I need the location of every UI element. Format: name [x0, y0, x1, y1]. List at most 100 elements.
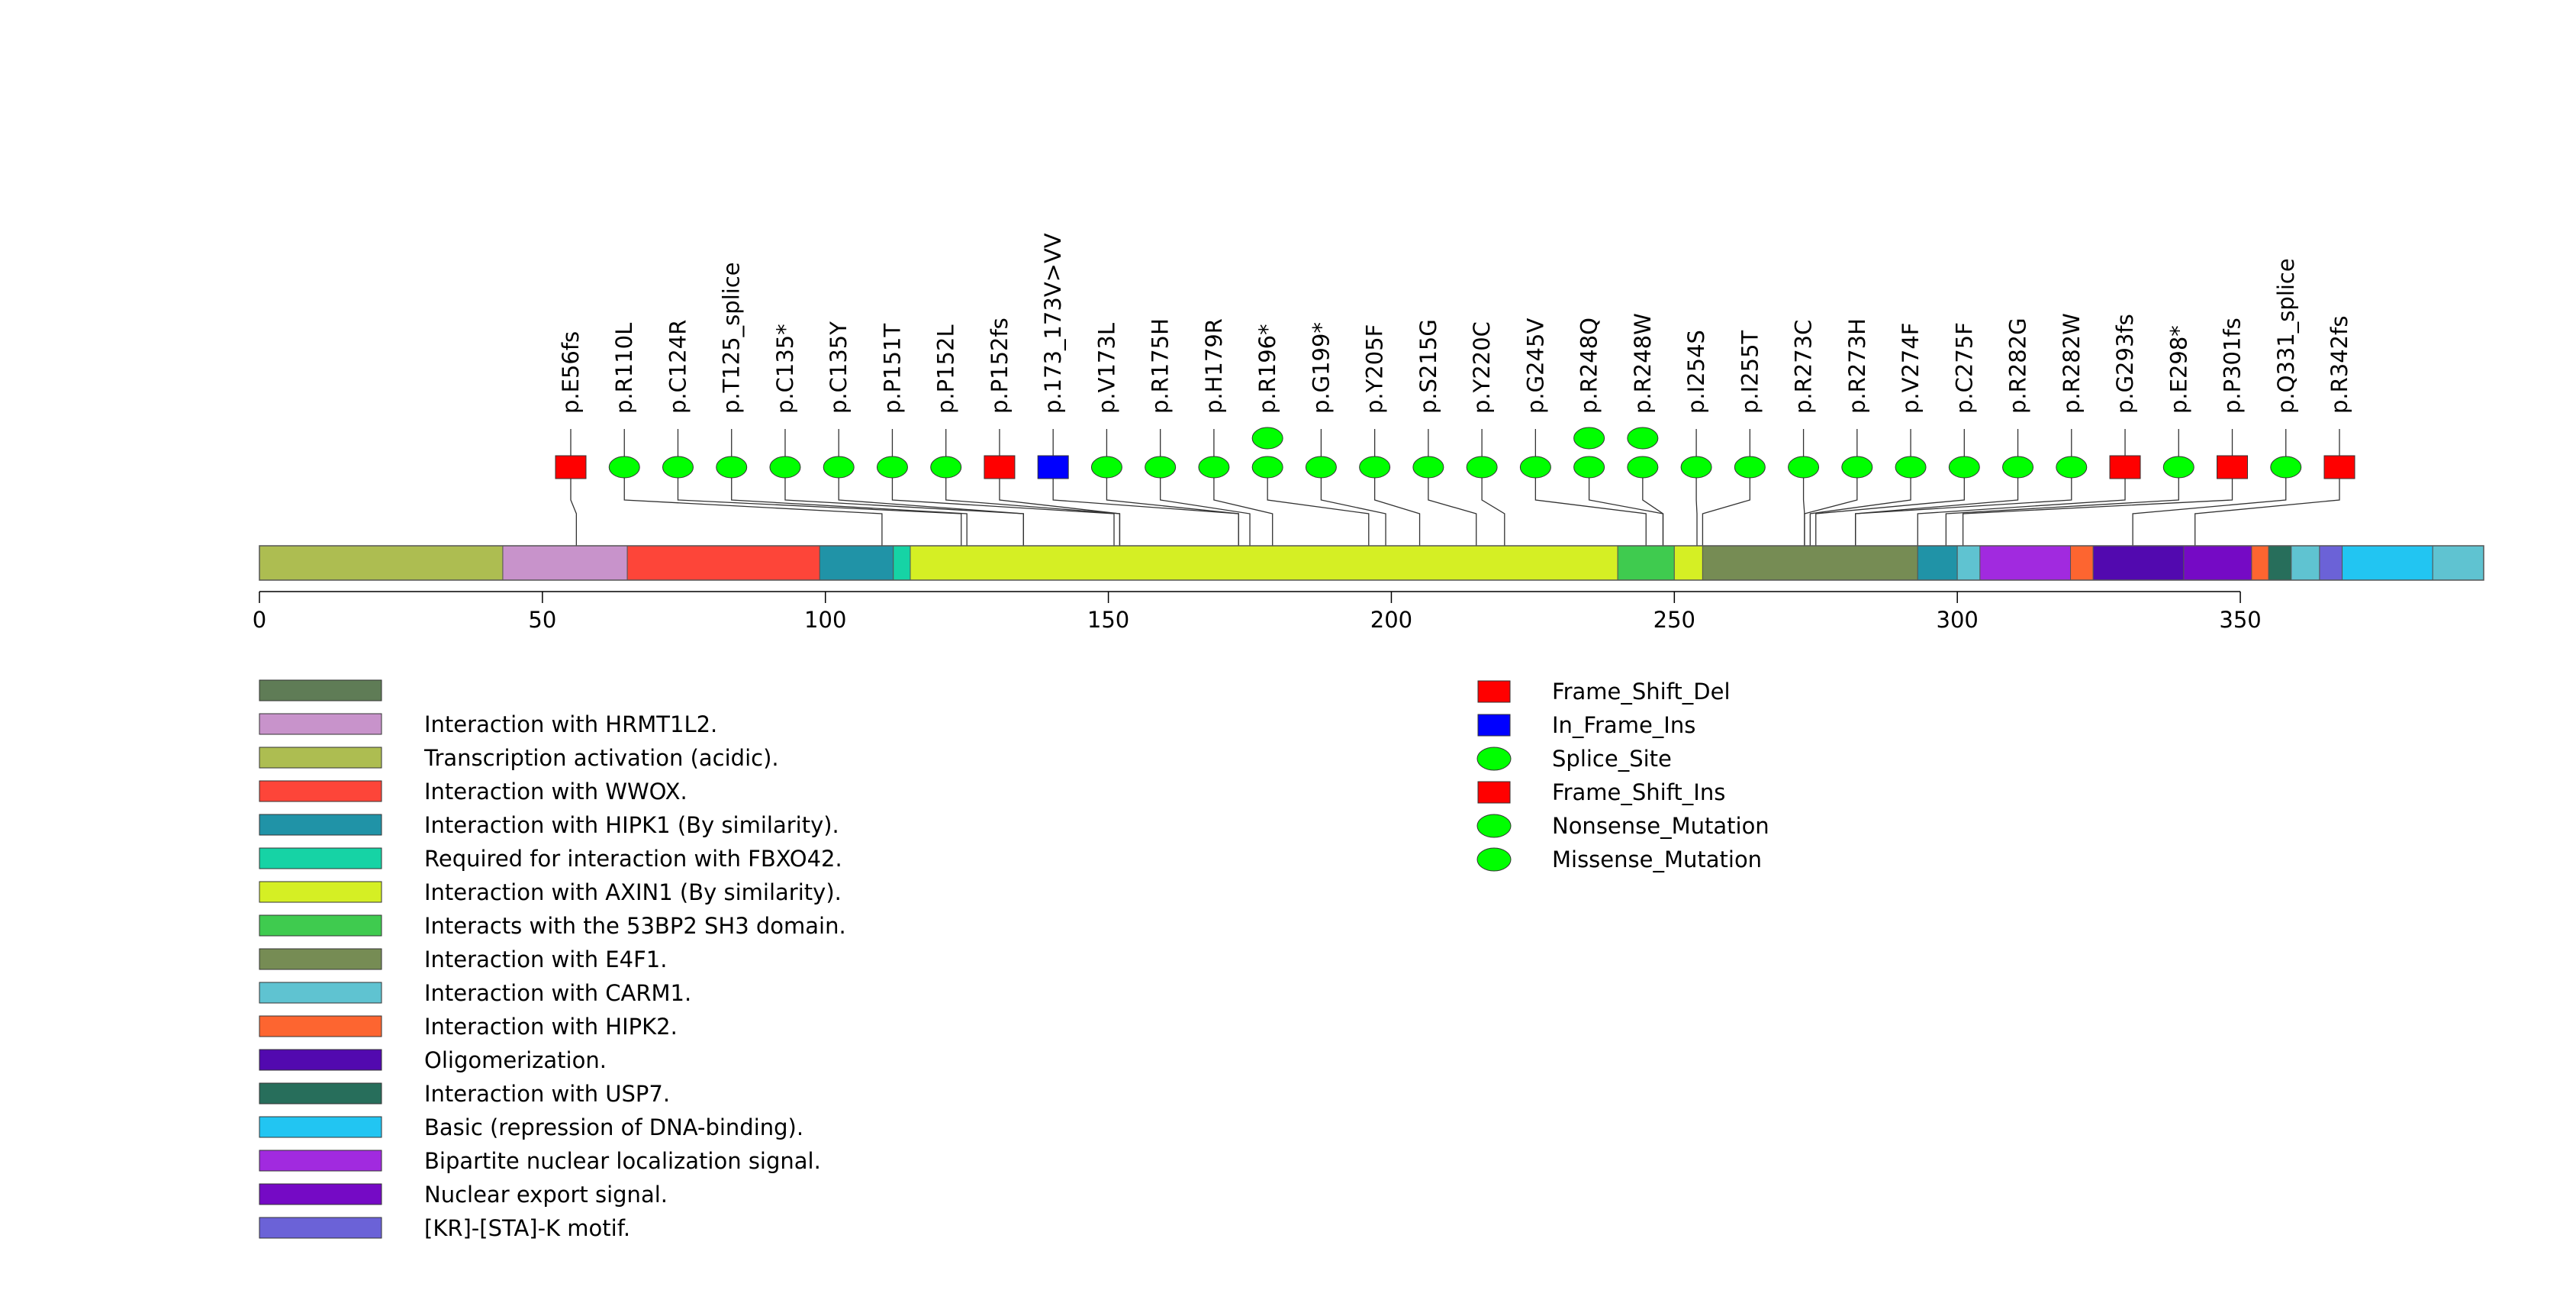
marker-p-r196 — [1251, 456, 1283, 479]
domain-legend-swatch-interaction-with-wwox — [259, 780, 382, 802]
marker-p-c135 — [769, 456, 801, 479]
mutation-label-p-y220c: p.Y220C — [1469, 321, 1495, 414]
mutation-label-p-v173l: p.V173L — [1093, 323, 1119, 414]
domain-bipartite-nuclear-localization-signal — [1979, 545, 2072, 581]
domain-legend-swatch-kr-sta-k-motif — [259, 1217, 382, 1239]
domain-interaction-with-hipk1-by-similarity — [1917, 545, 1958, 581]
domain-basic-repression-of-dna-binding — [2342, 545, 2433, 581]
domain-legend-swatch-unnamed — [259, 679, 382, 701]
domain-legend-swatch-transcription-activation-acidic — [259, 747, 382, 769]
domain-legend-swatch-oligomerization — [259, 1049, 382, 1071]
marker-p-r248w — [1627, 427, 1659, 450]
mutation-label-p-t125-splice: p.T125_splice — [719, 262, 745, 414]
marker-p-g293fs — [2109, 455, 2141, 479]
marker-p-i254s — [1680, 456, 1712, 479]
marker-p-p152fs — [984, 455, 1016, 479]
protein-outline — [259, 545, 2484, 581]
marker-p-y205f — [1359, 456, 1391, 479]
mutation-label-p-i255t: p.I255T — [1737, 330, 1763, 414]
mutation-label-p-c124r: p.C124R — [665, 320, 691, 414]
domain-interaction-with-axin1-by-similarity — [1673, 545, 1703, 581]
domain-interaction-with-hipk2 — [2070, 545, 2094, 581]
domain-legend-swatch-bipartite-nuclear-localization-signal — [259, 1150, 382, 1172]
domain-legend-label-interacts-with-the-53bp2-sh3-domain: Interacts with the 53BP2 SH3 domain. — [424, 913, 846, 939]
domain-legend-swatch-interaction-with-e4f1 — [259, 948, 382, 970]
protein-domains — [259, 545, 2484, 581]
mutation-legend-label-in-frame-ins: In_Frame_Ins — [1552, 712, 1695, 738]
mutation-legend-swatch-in-frame-ins — [1477, 714, 1511, 737]
mutation-label-p-r248q: p.R248Q — [1576, 318, 1602, 414]
domain-legend-swatch-interaction-with-usp7 — [259, 1082, 382, 1105]
domain-legend-label-transcription-activation-acidic: Transcription activation (acidic). — [423, 745, 779, 771]
mutation-legend-swatch-frame-shift-ins — [1477, 781, 1511, 804]
marker-p-i255t — [1734, 456, 1766, 479]
mutation-label-p-r282w: p.R282W — [2059, 313, 2085, 414]
marker-p-r196 — [1251, 427, 1283, 450]
x-tick-label-0: 0 — [253, 607, 266, 633]
domain-legend-label-bipartite-nuclear-localization-signal: Bipartite nuclear localization signal. — [424, 1148, 821, 1174]
domain-interaction-with-carm1 — [1956, 545, 1981, 581]
x-tick-label-300: 300 — [1937, 607, 1979, 633]
marker-p-r248q — [1573, 456, 1605, 479]
domain-interacts-with-the-53bp2-sh3-domain — [1617, 545, 1675, 581]
marker-p-r248q — [1573, 427, 1605, 450]
marker-p-173-173v-vv — [1037, 455, 1069, 479]
marker-p-v173l — [1090, 456, 1122, 479]
x-tick-label-50: 50 — [528, 607, 556, 633]
marker-p-h179r — [1198, 456, 1230, 479]
domain-legend-label-interaction-with-wwox: Interaction with WWOX. — [424, 779, 687, 805]
marker-p-r273h — [1841, 456, 1873, 479]
marker-p-p151t — [876, 456, 908, 479]
x-tick-label-150: 150 — [1087, 607, 1129, 633]
domain-legend-label-interaction-with-hipk2: Interaction with HIPK2. — [424, 1014, 678, 1040]
mutation-label-p-r273c: p.R273C — [1791, 320, 1817, 414]
domain-legend-label-basic-repression-of-dna-binding: Basic (repression of DNA-binding). — [424, 1114, 803, 1140]
marker-p-c275f — [1948, 456, 1980, 479]
domain-interaction-with-hipk2 — [2251, 545, 2269, 581]
domain-legend-swatch-interaction-with-hrmt1l2 — [259, 713, 382, 735]
domain-required-for-interaction-with-fbxo42 — [893, 545, 911, 581]
mutation-legend-swatch-missense-mutation — [1476, 847, 1512, 872]
domain-legend-label-oligomerization: Oligomerization. — [424, 1047, 607, 1073]
domain-legend-label-nuclear-export-signal: Nuclear export signal. — [424, 1182, 668, 1208]
mutation-label-p-p151t: p.P151T — [879, 324, 905, 414]
mutation-label-p-c135y: p.C135Y — [826, 321, 852, 414]
marker-p-p301fs — [2217, 455, 2249, 479]
x-tick-label-350: 350 — [2219, 607, 2261, 633]
domain-legend-label-interaction-with-carm1: Interaction with CARM1. — [424, 980, 691, 1006]
domain-legend-swatch-interaction-with-hipk1-by-similarity — [259, 814, 382, 836]
domain-legend-label-interaction-with-hrmt1l2: Interaction with HRMT1L2. — [424, 711, 717, 737]
mutation-label-p-r273h: p.R273H — [1844, 318, 1870, 414]
marker-p-y220c — [1466, 456, 1498, 479]
marker-p-q331-splice — [2270, 456, 2302, 479]
domain-legend-swatch-interacts-with-the-53bp2-sh3-domain — [259, 914, 382, 937]
mutation-legend-label-frame-shift-ins: Frame_Shift_Ins — [1552, 779, 1725, 805]
mutation-label-p-173-173v-vv: p.173_173V>VV — [1040, 233, 1066, 414]
marker-p-r175h — [1145, 456, 1177, 479]
domain-interaction-with-e4f1 — [1702, 545, 1918, 581]
mutation-label-p-v274f: p.V274F — [1898, 323, 1924, 414]
marker-p-v274f — [1895, 456, 1927, 479]
marker-p-e298 — [2162, 456, 2194, 479]
mutation-label-p-p152l: p.P152L — [933, 324, 959, 414]
marker-p-r273c — [1788, 456, 1820, 479]
domain-interaction-with-wwox — [626, 545, 820, 581]
mutation-label-p-r248w: p.R248W — [1630, 313, 1656, 414]
mutation-label-p-c275f: p.C275F — [1951, 322, 1977, 414]
domain-kr-sta-k-motif — [2319, 545, 2343, 581]
domain-legend-label-interaction-with-e4f1: Interaction with E4F1. — [424, 947, 667, 972]
mutation-markers — [555, 427, 2355, 479]
mutation-legend-label-nonsense-mutation: Nonsense_Mutation — [1552, 813, 1769, 839]
marker-p-s215g — [1412, 456, 1444, 479]
domain-legend-label-kr-sta-k-motif: [KR]-[STA]-K motif. — [424, 1215, 630, 1241]
marker-p-g199 — [1305, 456, 1337, 479]
mutation-label-p-h179r: p.H179R — [1201, 318, 1227, 414]
mutation-label-p-p152fs: p.P152fs — [987, 318, 1013, 414]
domain-interaction-with-carm1 — [2291, 545, 2320, 581]
mutation-legend-label-frame-shift-del: Frame_Shift_Del — [1552, 679, 1731, 705]
mutation-label-p-i254s: p.I254S — [1683, 330, 1709, 414]
mutation-label-p-r282g: p.R282G — [2005, 318, 2031, 414]
domain-legend-swatch-interaction-with-hipk2 — [259, 1015, 382, 1037]
mutation-label-p-g245v: p.G245V — [1522, 318, 1548, 414]
mutation-legend-label-splice-site: Splice_Site — [1552, 746, 1672, 772]
